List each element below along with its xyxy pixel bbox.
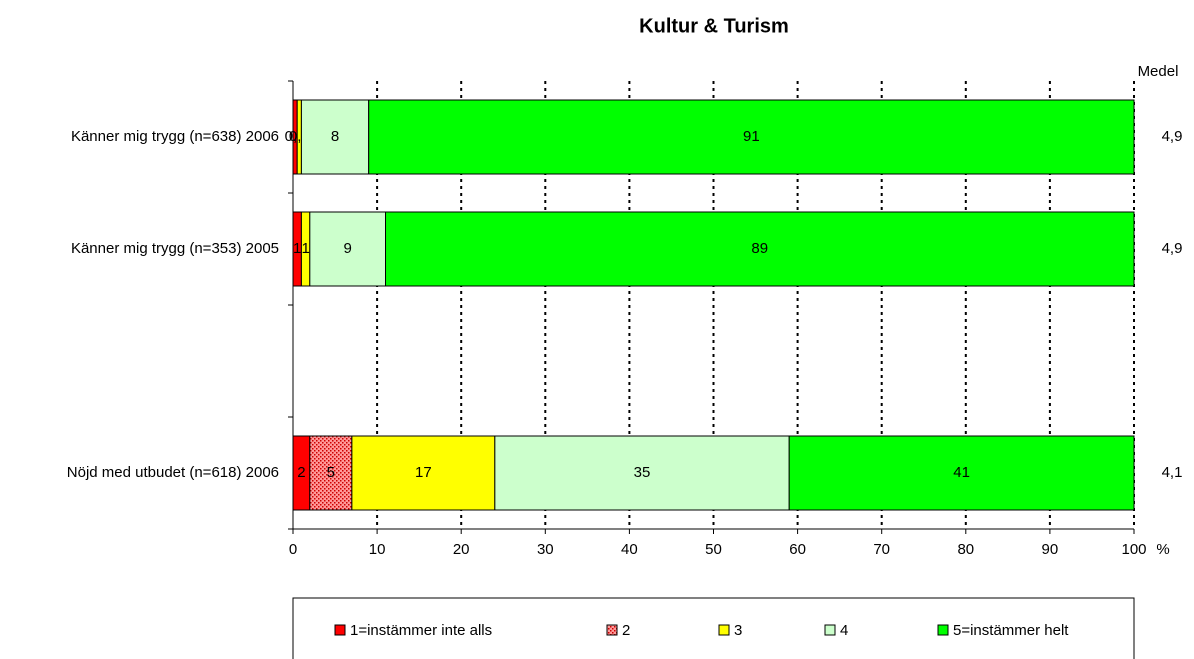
chart-title: Kultur & Turism — [639, 15, 789, 37]
legend-swatch — [718, 624, 730, 636]
data-label: 5 — [327, 464, 335, 481]
data-label: 8 — [331, 128, 339, 145]
bar-segment — [309, 211, 387, 287]
x-tick-label: 50 — [705, 541, 722, 558]
data-label: 41 — [953, 464, 970, 481]
x-tick-label: 20 — [453, 541, 470, 558]
data-label: 1 — [293, 240, 301, 257]
x-tick-label: 10 — [369, 541, 386, 558]
medel-label: 4,1 — [1162, 464, 1183, 481]
x-tick-label: 70 — [873, 541, 890, 558]
x-tick-label: 60 — [789, 541, 806, 558]
bar-segment — [368, 99, 1135, 175]
legend-box — [292, 597, 1135, 659]
x-tick-label: 90 — [1042, 541, 1059, 558]
data-label: 2 — [297, 464, 305, 481]
legend-swatch — [937, 624, 949, 636]
y-tick-label: Nöjd med utbudet (n=618) 2006 — [67, 464, 279, 481]
x-tick-label: 80 — [957, 541, 974, 558]
y-tick-label: Känner mig trygg (n=353) 2005 — [71, 240, 279, 257]
data-label: 35 — [634, 464, 651, 481]
medel-label: 4,9 — [1162, 240, 1183, 257]
medel-header: Medel — [1138, 63, 1179, 80]
y-tick-label: Känner mig trygg (n=638) 2006 — [71, 128, 279, 145]
data-label: 17 — [415, 464, 432, 481]
bar-segment — [385, 211, 1135, 287]
bar-segment — [351, 435, 496, 511]
bar-segment — [494, 435, 790, 511]
legend-swatch — [606, 624, 618, 636]
data-label: 89 — [751, 240, 768, 257]
x-tick-label: 40 — [621, 541, 638, 558]
legend-swatch — [334, 624, 346, 636]
x-tick-label: 100 — [1121, 541, 1146, 558]
legend-label: 1=instämmer inte alls — [350, 622, 492, 639]
legend-label: 3 — [734, 622, 742, 639]
legend-label: 5=instämmer helt — [953, 622, 1069, 639]
data-label: 91 — [743, 128, 760, 145]
x-tick-label: 30 — [537, 541, 554, 558]
legend-label: 4 — [840, 622, 848, 639]
x-unit: % — [1156, 541, 1169, 558]
bar-segment — [788, 435, 1135, 511]
x-tick-label: 0 — [289, 541, 297, 558]
data-label: 1 — [301, 240, 309, 257]
medel-label: 4,9 — [1162, 128, 1183, 145]
data-label: 9 — [343, 240, 351, 257]
bar-segment — [309, 435, 353, 511]
legend-swatch — [824, 624, 836, 636]
legend-label: 2 — [622, 622, 630, 639]
